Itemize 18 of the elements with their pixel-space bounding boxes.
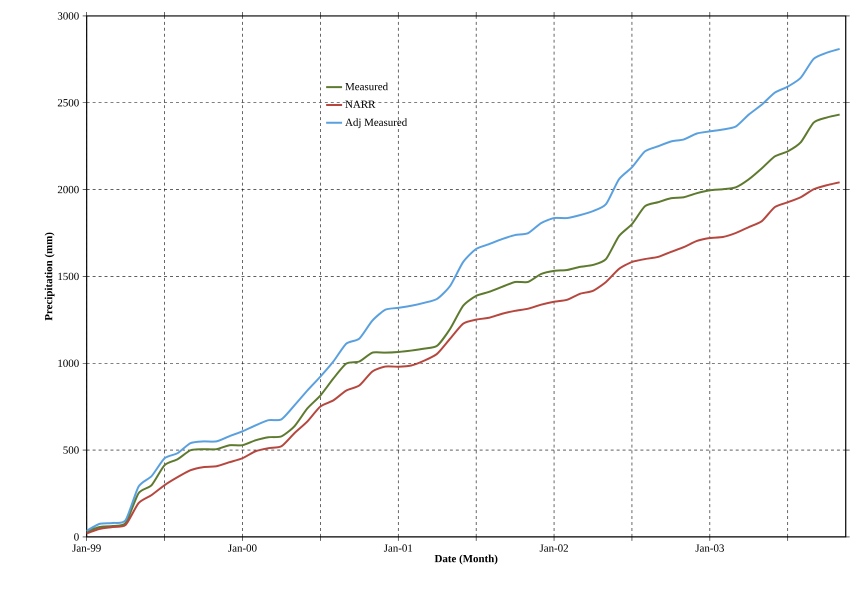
- x-tick-label: Jan-03: [696, 544, 724, 552]
- y-tick-label: 1500: [58, 272, 79, 280]
- y-tick-label: 1000: [58, 360, 79, 368]
- y-tick-label: 3000: [58, 12, 79, 20]
- x-tick-label: Jan-02: [540, 544, 568, 552]
- y-tick-label: 2000: [58, 186, 79, 194]
- x-tick-label: Jan-99: [72, 544, 101, 552]
- y-tick-label: 500: [63, 446, 79, 454]
- y-tick-label: 0: [74, 533, 79, 541]
- legend-label: Measured: [345, 82, 388, 90]
- x-tick-label: Jan-00: [228, 544, 257, 552]
- x-tick-label: Jan-01: [384, 544, 412, 552]
- y-tick-label: 2500: [58, 99, 79, 107]
- legend-label: Adj Measured: [345, 118, 408, 128]
- legend-label: NARR: [345, 100, 376, 108]
- y-axis-title: Precipitation (mm): [44, 232, 55, 321]
- x-axis-title: Date (Month): [434, 554, 498, 565]
- line-series: [86, 181, 841, 535]
